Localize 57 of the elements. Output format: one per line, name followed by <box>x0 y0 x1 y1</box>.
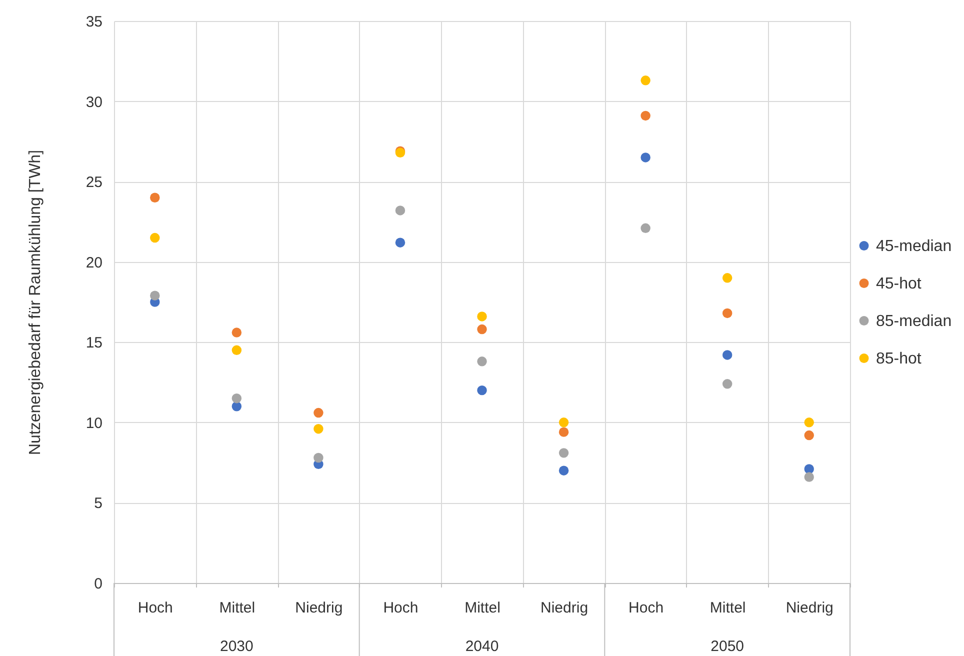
point <box>558 448 569 458</box>
point <box>722 308 732 318</box>
legend-label: 85-hot <box>876 350 922 368</box>
point <box>314 408 324 418</box>
point <box>477 312 487 322</box>
point <box>232 402 242 412</box>
point <box>558 466 569 476</box>
point <box>477 324 487 334</box>
point <box>314 424 324 434</box>
x-tick-label: Hoch <box>138 600 173 616</box>
point <box>640 223 650 233</box>
point <box>804 418 814 428</box>
x-tick-label: Hoch <box>628 600 664 616</box>
text: 2030 <box>220 638 254 655</box>
point <box>558 427 569 437</box>
x-tick-label: Hoch <box>383 600 418 616</box>
y-tick-label: 5 <box>94 495 102 512</box>
point <box>804 430 814 440</box>
x-tick-label: Mittel <box>219 600 256 616</box>
text: 2050 <box>710 638 744 655</box>
point <box>150 290 160 300</box>
y-tick-label: 25 <box>86 174 102 192</box>
y-tick-label: 35 <box>86 14 102 30</box>
point <box>722 379 732 389</box>
x-tick-label: Niedrig <box>295 600 343 616</box>
legend-label: 45-median <box>876 238 952 255</box>
point <box>477 356 487 366</box>
point <box>232 393 242 404</box>
point <box>232 328 242 338</box>
point <box>640 110 650 121</box>
point <box>640 76 650 86</box>
legend-label: 45-hot <box>876 275 922 292</box>
point <box>640 152 650 162</box>
point <box>804 472 814 482</box>
x-tick-label: Mittel <box>710 600 746 616</box>
point <box>395 238 406 248</box>
y-axis-title: Nutzenergiebedarf für Raumkühlung [TWh] <box>26 150 44 456</box>
point <box>722 350 732 360</box>
text: 2040 <box>465 638 499 655</box>
legend-label: 85-median <box>876 312 952 330</box>
x-tick-label: Niedrig <box>540 600 588 616</box>
point <box>232 345 242 356</box>
y-tick-label: 0 <box>94 576 102 592</box>
y-tick-label: 10 <box>86 414 102 432</box>
point <box>477 385 487 396</box>
y-tick-label: 15 <box>86 334 102 352</box>
point <box>722 273 732 283</box>
point <box>558 418 569 428</box>
point <box>150 192 160 202</box>
point <box>395 206 406 216</box>
point <box>150 232 160 243</box>
y-tick-label: 20 <box>86 254 102 272</box>
x-tick-label: Niedrig <box>786 600 834 616</box>
point <box>314 452 324 463</box>
x-tick-label: Mittel <box>464 600 500 616</box>
point <box>804 464 814 474</box>
y-tick-label: 30 <box>86 94 102 111</box>
